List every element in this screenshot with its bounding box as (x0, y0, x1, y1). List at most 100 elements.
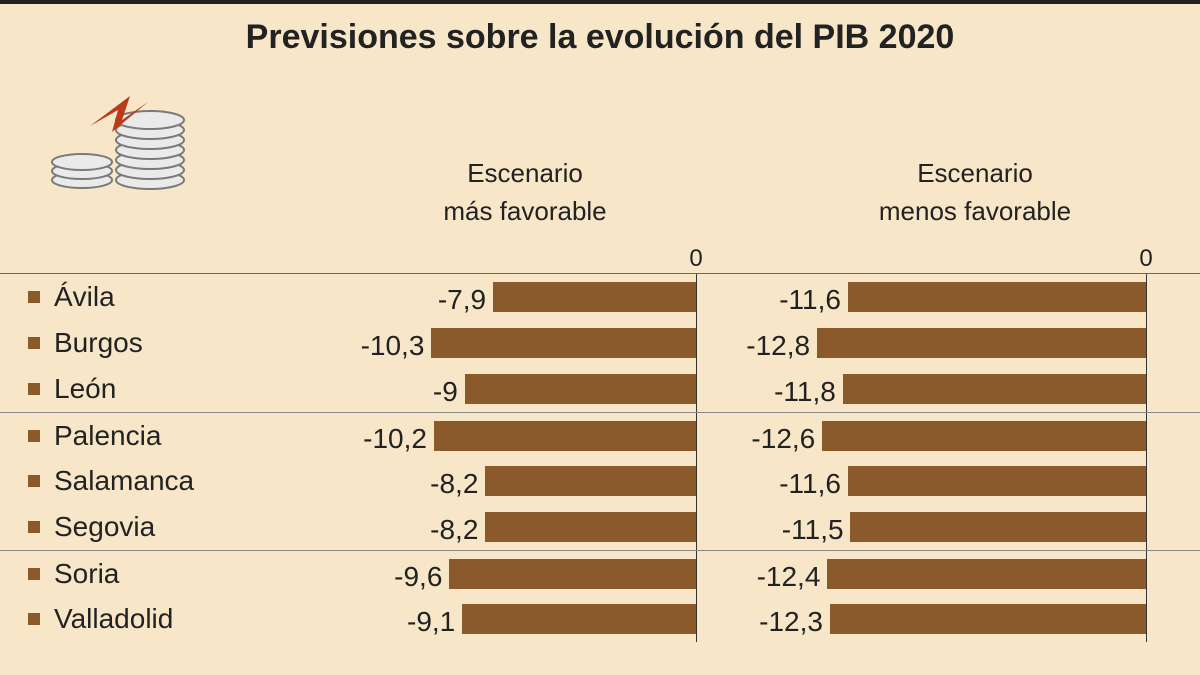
table-row: Segovia -8,2 -11,5 (0, 504, 1200, 550)
bar-area: -12,3 (750, 596, 1200, 642)
bar (830, 604, 1146, 634)
chart-cell: -10,2 (300, 413, 750, 458)
province-cell: Palencia (0, 420, 300, 452)
bar (827, 559, 1146, 589)
bar-value-label: -12,3 (759, 606, 823, 638)
bar (485, 466, 696, 496)
axis-line (696, 413, 697, 458)
bar (431, 328, 696, 358)
bar-area: -10,3 (300, 320, 750, 366)
bar-area: -12,4 (750, 551, 1200, 596)
zero-spacer (0, 248, 300, 273)
chart-cell: -9,1 (300, 596, 750, 642)
chart-cell: -11,8 (750, 366, 1200, 412)
chart-cell: -12,8 (750, 320, 1200, 366)
bar-value-label: -7,9 (438, 284, 486, 316)
bar (493, 282, 696, 312)
bar-area: -9,6 (300, 551, 750, 596)
province-cell: León (0, 373, 300, 405)
col-header-1-l1: Escenario (917, 158, 1033, 188)
coins-arrow-icon (40, 82, 200, 192)
bar-area: -11,6 (750, 458, 1200, 504)
chart-title: Previsiones sobre la evolución del PIB 2… (0, 0, 1200, 65)
bar-value-label: -12,6 (751, 423, 815, 455)
bullet-icon (28, 430, 40, 442)
chart-cell: -11,5 (750, 504, 1200, 550)
axis-line (1146, 320, 1147, 366)
bar-value-label: -9,6 (394, 561, 442, 593)
col-header-0-l1: Escenario (467, 158, 583, 188)
chart-cell: -9 (300, 366, 750, 412)
zero-cell-0: 0 (300, 248, 750, 273)
chart-cell: -12,3 (750, 596, 1200, 642)
data-rows: Ávila -7,9 -11,6 Burgos -10,3 -12,8 León -9 -11,… (0, 274, 1200, 642)
province-label: León (54, 373, 116, 405)
chart-cell: -10,3 (300, 320, 750, 366)
col-header-0: Escenario más favorable (300, 155, 750, 230)
table-row: Salamanca -8,2 -11,6 (0, 458, 1200, 504)
province-cell: Salamanca (0, 465, 300, 497)
axis-line (1146, 458, 1147, 504)
axis-line (1146, 504, 1147, 550)
bar-area: -11,5 (750, 504, 1200, 550)
bar-value-label: -11,5 (782, 514, 844, 546)
zero-label-1: 0 (1139, 245, 1152, 273)
bar-value-label: -8,2 (430, 468, 478, 500)
axis-line (696, 551, 697, 596)
bar-value-label: -12,8 (746, 330, 810, 362)
axis-line (696, 458, 697, 504)
zero-axis-row: 0 0 (0, 248, 1200, 274)
bar-value-label: -10,3 (361, 330, 425, 362)
bar-area: -11,6 (750, 274, 1200, 320)
axis-line (1146, 551, 1147, 596)
axis-line (696, 596, 697, 642)
bar (449, 559, 696, 589)
bar (817, 328, 1146, 358)
bar-area: -11,8 (750, 366, 1200, 412)
province-label: Soria (54, 558, 119, 590)
province-cell: Ávila (0, 281, 300, 313)
bar-area: -9 (300, 366, 750, 412)
axis-line (696, 320, 697, 366)
bar-area: -7,9 (300, 274, 750, 320)
bar-value-label: -10,2 (363, 423, 427, 455)
axis-line (1146, 274, 1147, 320)
province-label: Palencia (54, 420, 161, 452)
bar-area: -8,2 (300, 458, 750, 504)
bar-value-label: -9 (433, 376, 458, 408)
bar (822, 421, 1146, 451)
province-label: Salamanca (54, 465, 194, 497)
table-row: León -9 -11,8 (0, 366, 1200, 412)
bullet-icon (28, 291, 40, 303)
axis-line (696, 274, 697, 320)
col-header-1: Escenario menos favorable (750, 155, 1200, 230)
zero-cell-1: 0 (750, 248, 1200, 273)
province-cell: Segovia (0, 511, 300, 543)
province-cell: Valladolid (0, 603, 300, 635)
axis-line (1146, 366, 1147, 412)
bullet-icon (28, 568, 40, 580)
chart-cell: -11,6 (750, 274, 1200, 320)
bar-value-label: -11,6 (779, 468, 841, 500)
province-label: Ávila (54, 281, 115, 313)
bullet-icon (28, 383, 40, 395)
bullet-icon (28, 613, 40, 625)
axis-line (696, 366, 697, 412)
col-header-0-l2: más favorable (443, 196, 606, 226)
province-label: Valladolid (54, 603, 173, 635)
chart-cell: -8,2 (300, 504, 750, 550)
table-row: Valladolid -9,1 -12,3 (0, 596, 1200, 642)
bar (848, 466, 1146, 496)
bar (850, 512, 1146, 542)
col-header-1-l2: menos favorable (879, 196, 1071, 226)
axis-line (1146, 413, 1147, 458)
chart-container: Previsiones sobre la evolución del PIB 2… (0, 0, 1200, 675)
bar (485, 512, 696, 542)
bar-area: -8,2 (300, 504, 750, 550)
bar (465, 374, 696, 404)
bar-value-label: -11,6 (779, 284, 841, 316)
table-row: Burgos -10,3 -12,8 (0, 320, 1200, 366)
province-label: Burgos (54, 327, 143, 359)
province-label: Segovia (54, 511, 155, 543)
chart-cell: -12,6 (750, 413, 1200, 458)
